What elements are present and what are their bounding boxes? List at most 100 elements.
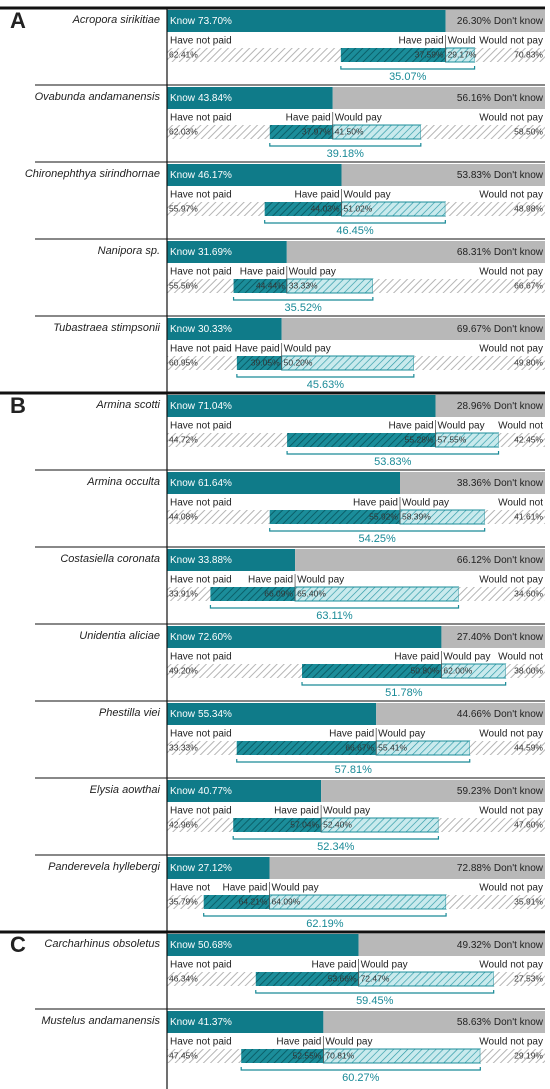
have-not-paid-bar [167, 202, 265, 216]
bracket [236, 759, 471, 763]
have-paid-bar [302, 664, 442, 678]
value-would-not-pay: 27.53% [514, 973, 543, 983]
label-would-not-pay: Would not pay [479, 344, 543, 355]
bracket-value: 53.83% [374, 456, 412, 468]
dont-know-bar [321, 780, 545, 802]
label-would-pay: Would pay [344, 190, 391, 201]
dont-know-bar [399, 472, 545, 494]
know-label: Know 30.33% [170, 324, 232, 335]
dont-know-text: Don't know [494, 1017, 544, 1028]
value-have-not-paid: 55.97% [169, 203, 198, 213]
species-name: Nanipora sp. [98, 245, 160, 257]
value-have-paid: 64.21% [239, 896, 268, 906]
dont-know-label: 66.12% Don't know [457, 555, 544, 566]
know-bar [167, 780, 322, 802]
value-have-not-paid: 33.33% [169, 742, 198, 752]
value-would-not-pay: 29.19% [514, 1050, 543, 1060]
would-not-pay-bar [446, 895, 545, 909]
know-label: Know 40.77% [170, 786, 232, 797]
would-not-pay-bar [372, 279, 545, 293]
value-would-pay: 64.09% [272, 896, 301, 906]
bracket-value: 52.34% [317, 841, 355, 853]
dont-know-value: 44.66% [457, 709, 491, 720]
know-label: Know 50.68% [170, 940, 232, 951]
dont-know-text: Don't know [494, 555, 544, 566]
value-would-pay: 62.00% [443, 665, 472, 675]
know-label: Know 27.12% [170, 863, 232, 874]
value-would-not-pay: 34.60% [514, 588, 543, 598]
value-have-not-paid: 49.20% [169, 665, 198, 675]
label-have-not-paid: Have not paid [170, 344, 232, 355]
bracket [255, 990, 495, 994]
know-value: 40.77% [198, 786, 232, 797]
have-not-paid-bar [167, 818, 234, 832]
would-not-pay-bar [445, 202, 545, 216]
species-name: Armina scotti [95, 399, 160, 411]
label-have-paid: Have paid [394, 652, 439, 663]
value-would-pay: 58.39% [402, 511, 431, 521]
have-paid-bar [203, 895, 270, 909]
know-text: Know [170, 324, 196, 335]
bracket-value: 45.63% [307, 379, 345, 391]
have-not-paid-bar [167, 433, 288, 447]
species-name: Elysia aowthai [90, 784, 161, 796]
know-text: Know [170, 863, 196, 874]
have-not-paid-bar [167, 895, 204, 909]
label-would-pay: Would pay [272, 883, 319, 894]
value-would-pay: 52.40% [323, 819, 352, 829]
know-text: Know [170, 170, 196, 181]
bracket-value: 54.25% [359, 533, 397, 545]
label-would-not-pay: Would not pay [479, 883, 543, 894]
value-would-pay: 72.47% [361, 973, 390, 983]
label-have-paid: Have paid [388, 421, 433, 432]
label-have-not-paid: Have not paid [170, 575, 232, 586]
label-have-not-paid: Have not paid [170, 806, 232, 817]
know-value: 71.04% [198, 401, 232, 412]
value-have-paid: 37.97% [302, 126, 331, 136]
dont-know-bar [332, 87, 545, 109]
have-paid-bar [264, 202, 342, 216]
dont-know-value: 59.23% [457, 786, 491, 797]
dont-know-value: 38.36% [457, 478, 491, 489]
have-paid-bar [210, 587, 296, 601]
value-have-not-paid: 44.72% [169, 434, 198, 444]
label-have-paid: Have paid [312, 960, 357, 971]
label-have-paid: Have paid [286, 113, 331, 124]
value-have-paid: 66.67% [345, 742, 374, 752]
value-have-paid: 44.03% [311, 203, 340, 213]
dont-know-text: Don't know [494, 709, 544, 720]
label-would-pay: Would pay [284, 344, 331, 355]
bracket-value: 35.07% [389, 71, 427, 83]
dont-know-bar [441, 626, 545, 648]
know-text: Know [170, 93, 196, 104]
bracket-value: 39.18% [327, 148, 365, 160]
dont-know-label: 68.31% Don't know [457, 247, 544, 258]
know-value: 43.84% [198, 93, 232, 104]
would-not-pay-bar [505, 664, 545, 678]
know-value: 72.60% [198, 632, 232, 643]
value-have-not-paid: 42.96% [169, 819, 198, 829]
label-have-not-paid: Have not paid [170, 36, 232, 47]
species-name: Tubastraea stimpsonii [53, 322, 160, 334]
value-have-not-paid: 62.41% [169, 49, 198, 59]
label-would-pay: Would pay [361, 960, 408, 971]
value-would-pay: 65.40% [297, 588, 326, 598]
would-not-pay-bar [484, 510, 545, 524]
bracket-value: 60.27% [342, 1072, 380, 1084]
dont-know-label: 38.36% Don't know [457, 478, 544, 489]
dont-know-value: 27.40% [457, 632, 491, 643]
species-name: Chironephthya sirindhornae [25, 168, 160, 180]
know-text: Know [170, 555, 196, 566]
know-label: Know 33.88% [170, 555, 232, 566]
label-have-not-paid: Have not paid [170, 190, 232, 201]
have-not-paid-bar [167, 125, 270, 139]
label-have-paid: Have paid [399, 36, 444, 47]
bracket-value: 46.45% [336, 225, 374, 237]
species-name: Acropora sirikitiae [72, 14, 160, 26]
would-not-pay-bar [438, 818, 545, 832]
species-name: Panderevela hyllebergi [48, 861, 160, 873]
dont-know-bar [445, 10, 545, 32]
dont-know-text: Don't know [494, 940, 544, 951]
bracket [264, 220, 446, 224]
